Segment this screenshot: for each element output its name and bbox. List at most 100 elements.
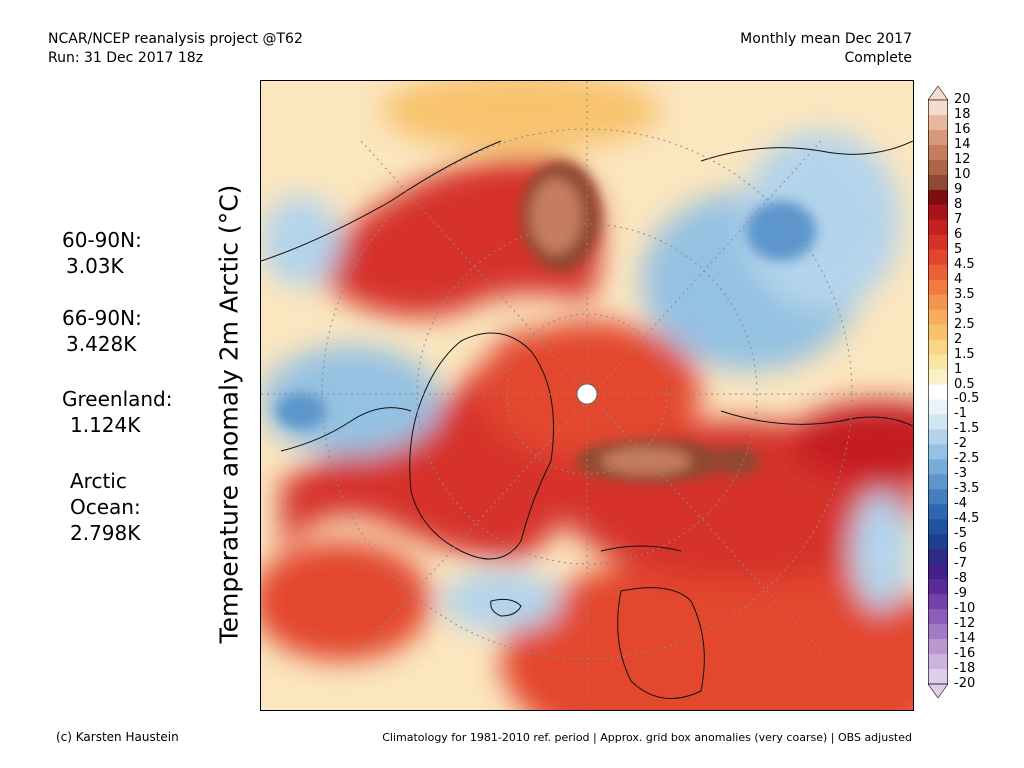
colorbar-band	[928, 219, 948, 236]
colorbar-label: -8	[954, 571, 967, 587]
colorbar-label: -2	[954, 436, 967, 452]
colorbar-band	[928, 174, 948, 191]
colorbar-label: 20	[954, 92, 971, 107]
colorbar-band	[928, 159, 948, 176]
colorbar-band	[928, 294, 948, 311]
stat-60-90n-label: 60-90N:	[62, 228, 142, 252]
colorbar-label: -5	[954, 526, 967, 542]
colorbar-label: -0.5	[954, 391, 980, 407]
colorbar-band	[928, 369, 948, 385]
stat-greenland-value: 1.124K	[70, 413, 141, 437]
colorbar-band	[928, 429, 948, 445]
colorbar-band	[928, 564, 948, 580]
colorbar-band	[928, 249, 948, 266]
colorbar-label: 4	[954, 271, 963, 287]
colorbar-label: 12	[954, 151, 971, 167]
stat-arctic-ocean-value: 2.798K	[70, 521, 141, 545]
colorbar-label: 7	[954, 211, 963, 227]
colorbar-label: -6	[954, 541, 967, 557]
colorbar-label: 4.5	[954, 256, 975, 272]
model-title: NCAR/NCEP reanalysis project @T62	[48, 31, 303, 47]
colorbar-label: -20	[954, 676, 976, 691]
colorbar-label: -4.5	[954, 511, 980, 527]
colorbar-label: 3	[954, 301, 963, 317]
anomaly-map-svg	[261, 81, 913, 710]
colorbar-band	[928, 354, 948, 370]
colorbar-label: -1.5	[954, 421, 980, 437]
period-title: Monthly mean Dec 2017	[740, 31, 912, 47]
colorbar-label: 0.5	[954, 376, 975, 392]
colorbar-band	[928, 534, 948, 550]
colorbar-band	[928, 309, 948, 326]
colorbar-label: 6	[954, 226, 963, 242]
colorbar-band	[928, 114, 948, 131]
colorbar-label: -3.5	[954, 481, 980, 497]
colorbar-outline	[928, 99, 948, 685]
colorbar-label: 3.5	[954, 286, 975, 302]
colorbar-label: -16	[954, 646, 976, 662]
colorbar-band	[928, 264, 948, 281]
run-time: Run: 31 Dec 2017 18z	[48, 50, 204, 66]
colorbar-band	[928, 579, 948, 595]
colorbar-label: 8	[954, 196, 963, 212]
north-pole-marker	[576, 383, 598, 405]
colorbar-band	[928, 399, 948, 415]
colorbar-band	[928, 489, 948, 505]
coastlines	[261, 140, 913, 699]
stat-60-90n: 60-90N: 3.03K	[62, 227, 142, 279]
colorbar-band	[928, 234, 948, 251]
completeness-status: Complete	[844, 50, 912, 66]
colorbar-label: 2	[954, 331, 963, 347]
footnote: Climatology for 1981-2010 ref. period | …	[382, 731, 912, 744]
colorbar-band	[928, 414, 948, 430]
colorbar-label: -1	[954, 406, 967, 422]
colorbar-band	[928, 324, 948, 340]
colorbar-label: 1	[954, 361, 963, 377]
stat-greenland-label: Greenland:	[62, 387, 173, 411]
colorbar-band	[928, 384, 948, 400]
colorbar-band	[928, 279, 948, 296]
colorbar-band	[928, 444, 948, 460]
colorbar-band	[928, 504, 948, 520]
colorbar-band	[928, 594, 948, 610]
colorbar-label: -14	[954, 631, 976, 647]
colorbar-label: 1.5	[954, 346, 975, 362]
colorbar-label: 10	[954, 166, 971, 182]
colorbar-label: -3	[954, 466, 967, 482]
colorbar-label: 5	[954, 241, 963, 257]
credit: (c) Karsten Haustein	[56, 730, 179, 744]
header-right: Monthly mean Dec 2017 Complete	[740, 30, 912, 68]
stat-66-90n: 66-90N: 3.428K	[62, 305, 142, 357]
colorbar-band	[928, 654, 948, 670]
colorbar-label: -18	[954, 661, 976, 677]
colorbar-label: 2.5	[954, 316, 975, 332]
colorbar-band	[928, 669, 948, 685]
colorbar-label: 9	[954, 181, 963, 197]
colorbar-band	[928, 459, 948, 475]
colorbar-band	[928, 129, 948, 146]
colorbar-band	[928, 100, 948, 116]
colorbar-band	[928, 339, 948, 355]
colorbar-label: -12	[954, 616, 976, 632]
colorbar-label: -9	[954, 586, 967, 602]
colorbar-label: -7	[954, 556, 967, 572]
colorbar-band	[928, 474, 948, 490]
colorbar-band	[928, 639, 948, 655]
colorbar-label: 14	[954, 136, 971, 152]
stat-66-90n-label: 66-90N:	[62, 306, 142, 330]
anomaly-map	[260, 80, 914, 711]
colorbar-label: 16	[954, 121, 971, 137]
colorbar-label: -10	[954, 601, 976, 617]
colorbar-band	[928, 189, 948, 206]
stat-arctic-ocean-label-1: Arctic	[70, 469, 127, 493]
colorbar-band	[928, 624, 948, 640]
colorbar-label: -2.5	[954, 451, 980, 467]
colorbar-band	[928, 144, 948, 161]
colorbar	[928, 86, 948, 698]
map-y-title: Temperature anomaly 2m Arctic (°C)	[214, 184, 244, 644]
colorbar-band	[928, 204, 948, 221]
colorbar-top-arrow	[928, 86, 948, 101]
stat-60-90n-value: 3.03K	[66, 254, 124, 278]
colorbar-band	[928, 609, 948, 625]
colorbar-bottom-arrow	[928, 683, 948, 698]
